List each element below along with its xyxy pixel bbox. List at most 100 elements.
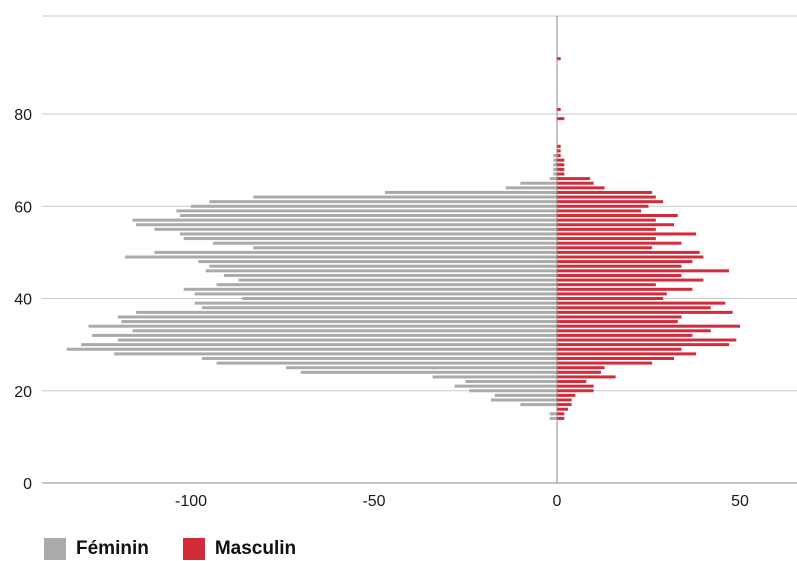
bar-masculin-age-32	[557, 333, 693, 337]
bar-feminin-age-61	[209, 200, 558, 204]
bar-feminin-age-15	[549, 412, 557, 416]
bar-feminin-age-40	[242, 297, 558, 301]
bar-masculin-age-71	[557, 154, 561, 158]
bar-masculin-age-21	[557, 384, 594, 388]
bar-feminin-age-41	[194, 292, 557, 296]
bar-feminin-age-36	[117, 315, 558, 319]
bar-feminin-age-25	[286, 366, 557, 370]
legend-swatch-masculin	[182, 538, 205, 560]
bar-feminin-age-23	[432, 375, 557, 379]
bar-feminin-age-26	[216, 361, 557, 365]
bar-feminin-age-35	[121, 320, 558, 324]
bar-feminin-age-38	[201, 306, 558, 310]
bar-feminin-age-59	[176, 209, 558, 213]
bar-masculin-age-17	[557, 403, 572, 407]
bar-masculin-age-35	[557, 320, 678, 324]
bar-masculin-age-43	[557, 283, 656, 287]
bar-masculin-age-48	[557, 260, 693, 264]
y-tick-label-80: 80	[14, 107, 32, 124]
bar-feminin-age-47	[209, 264, 558, 268]
bar-feminin-age-42	[183, 287, 557, 291]
bar-masculin-age-22	[557, 380, 587, 384]
bar-masculin-age-64	[557, 186, 605, 190]
bar-feminin-age-63	[384, 190, 557, 194]
bar-feminin-age-56	[136, 223, 557, 227]
bar-masculin-age-79	[557, 117, 565, 121]
bar-feminin-age-27	[201, 356, 558, 360]
bar-feminin-age-57	[132, 218, 557, 222]
bar-masculin-age-27	[557, 356, 675, 360]
bar-feminin-age-30	[81, 343, 557, 347]
bar-feminin-age-34	[88, 324, 558, 328]
y-tick-label-60: 60	[14, 199, 32, 216]
bar-masculin-age-31	[557, 338, 737, 342]
bar-masculin-age-34	[557, 324, 740, 328]
bar-feminin-age-28	[114, 352, 557, 356]
legend-item-masculin: Masculin	[182, 538, 297, 560]
bar-feminin-age-43	[216, 283, 557, 287]
legend-label-masculin: Masculin	[214, 538, 297, 559]
bar-masculin-age-70	[557, 158, 565, 162]
bar-feminin-age-64	[505, 186, 557, 190]
bar-masculin-age-68	[557, 167, 565, 171]
bar-masculin-age-37	[557, 310, 733, 314]
y-tick-label-0: 0	[23, 476, 32, 493]
bar-feminin-age-49	[125, 255, 558, 259]
x-tick-label-neg100: -100	[175, 493, 207, 510]
y-tick-label-40: 40	[14, 292, 32, 309]
bar-masculin-age-23	[557, 375, 616, 379]
bar-masculin-age-47	[557, 264, 682, 268]
bar-masculin-age-40	[557, 297, 664, 301]
bar-masculin-age-42	[557, 287, 693, 291]
bar-masculin-age-72	[557, 149, 561, 153]
bar-feminin-age-60	[191, 204, 557, 208]
bar-feminin-age-19	[494, 393, 557, 397]
bar-feminin-age-14	[549, 416, 557, 420]
bar-feminin-age-21	[454, 384, 557, 388]
bar-masculin-age-66	[557, 177, 590, 181]
bar-feminin-age-24	[300, 370, 557, 374]
legend-item-feminin: Féminin	[44, 538, 149, 560]
bar-feminin-age-66	[549, 177, 557, 181]
bar-masculin-age-19	[557, 393, 576, 397]
bar-masculin-age-20	[557, 389, 594, 393]
bar-masculin-age-92	[557, 57, 561, 61]
bar-feminin-age-69	[553, 163, 557, 167]
bar-masculin-age-55	[557, 227, 656, 231]
bar-feminin-age-68	[553, 167, 557, 171]
bar-masculin-age-61	[557, 200, 664, 204]
axes	[42, 16, 797, 484]
bar-feminin-age-54	[180, 232, 557, 236]
bar-masculin-age-81	[557, 107, 561, 111]
y-tick-label-20: 20	[14, 384, 32, 401]
bar-masculin-age-26	[557, 361, 653, 365]
tick-labels: 0 20 40 60 80 -100 -50 0 50	[14, 107, 749, 510]
bar-feminin-age-39	[194, 301, 557, 305]
bar-masculin-age-33	[557, 329, 711, 333]
bar-feminin-age-29	[66, 347, 557, 351]
bar-masculin-age-65	[557, 181, 594, 185]
bar-feminin-age-32	[92, 333, 558, 337]
bar-masculin-age-15	[557, 412, 565, 416]
bar-feminin-age-70	[553, 158, 557, 162]
legend: Féminin Masculin	[44, 538, 330, 560]
bar-masculin-age-39	[557, 301, 726, 305]
bar-masculin-age-73	[557, 144, 561, 148]
bar-feminin-age-55	[154, 227, 557, 231]
bar-masculin-age-45	[557, 273, 682, 277]
bar-feminin-age-18	[491, 398, 557, 402]
bar-masculin-age-29	[557, 347, 682, 351]
bar-feminin-age-33	[132, 329, 557, 333]
bar-feminin-age-62	[253, 195, 557, 199]
bar-feminin-age-17	[520, 403, 557, 407]
bar-masculin-age-18	[557, 398, 572, 402]
bar-masculin-age-59	[557, 209, 642, 213]
bar-masculin-age-62	[557, 195, 656, 199]
x-tick-label-0: 0	[553, 493, 562, 510]
bar-feminin-age-22	[465, 380, 557, 384]
bar-feminin-age-53	[183, 237, 557, 241]
bar-masculin-age-44	[557, 278, 704, 282]
bar-masculin-age-67	[557, 172, 565, 176]
legend-swatch-feminin	[44, 538, 66, 560]
bar-masculin-age-50	[557, 250, 700, 254]
